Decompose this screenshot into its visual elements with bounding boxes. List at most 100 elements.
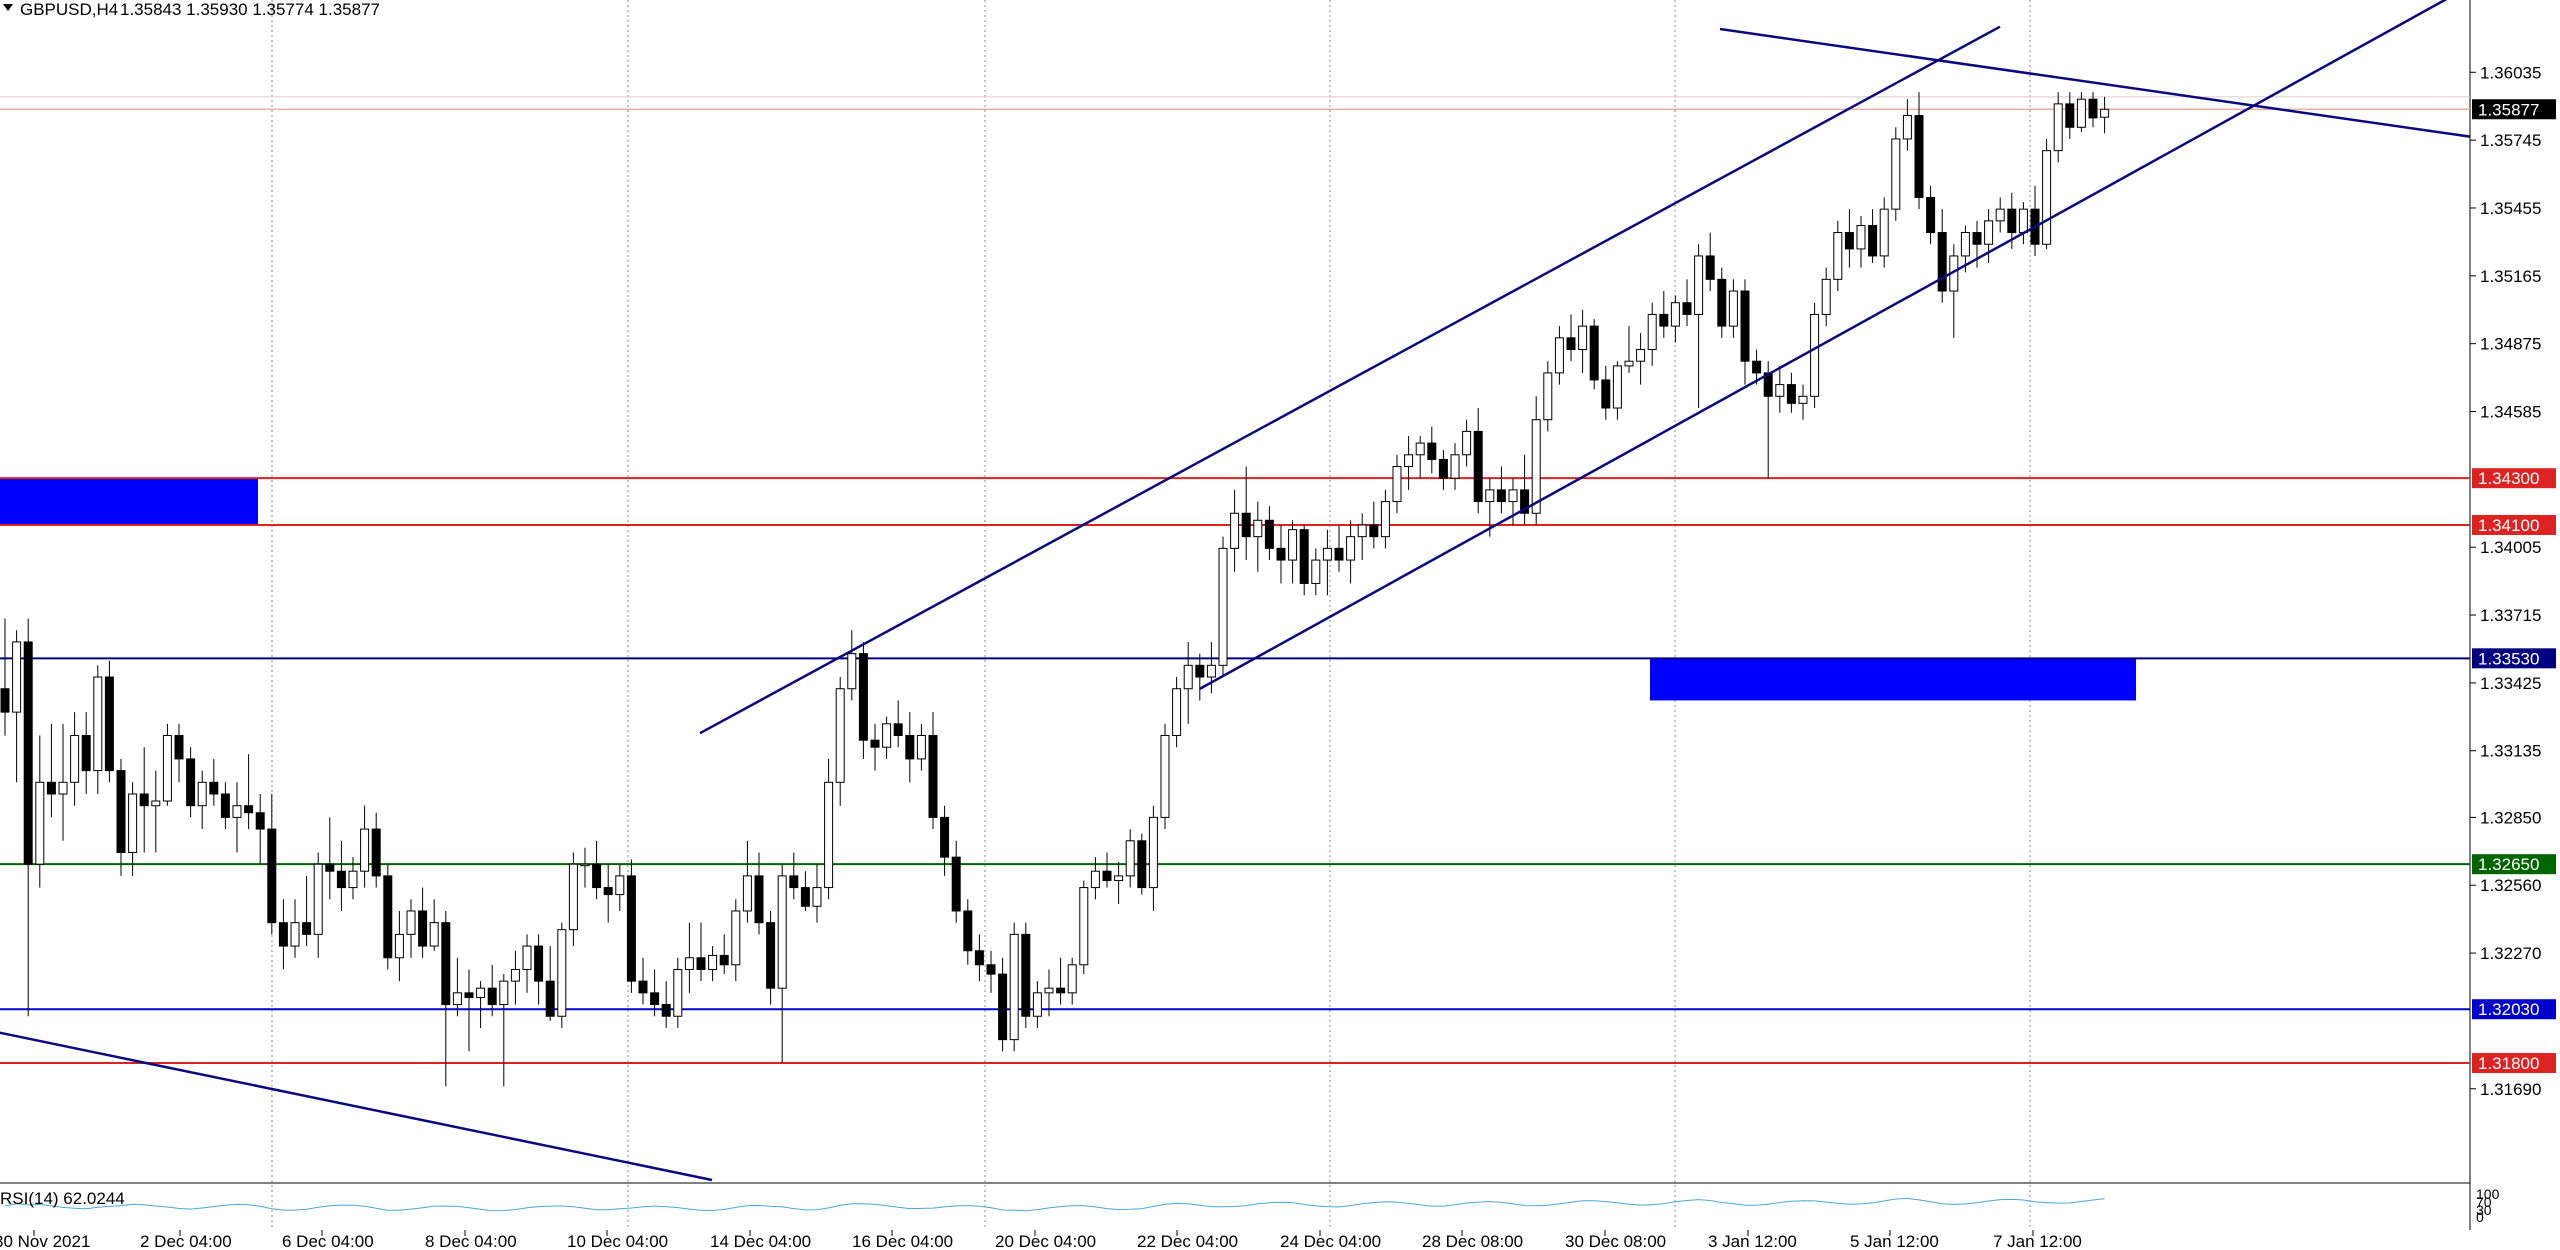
candle-body bbox=[244, 805, 254, 814]
candle-body bbox=[499, 980, 509, 1006]
candle-body bbox=[916, 735, 926, 760]
candle-body bbox=[568, 863, 578, 931]
y-tick-label: 1.34585 bbox=[2480, 403, 2541, 422]
symbol-label: GBPUSD,H4 bbox=[20, 0, 118, 19]
candle-body bbox=[789, 875, 799, 889]
candle-body bbox=[1856, 225, 1866, 250]
candle-body bbox=[93, 676, 103, 772]
candle-body bbox=[0, 688, 10, 713]
candle-body bbox=[963, 910, 973, 952]
candle-body bbox=[1079, 887, 1089, 966]
candle-body bbox=[128, 793, 138, 853]
candle-body bbox=[1705, 255, 1715, 280]
candle-body bbox=[1763, 372, 1773, 397]
x-tick-label: 10 Dec 04:00 bbox=[567, 1232, 668, 1250]
trendline[interactable] bbox=[699, 25, 2001, 735]
ohlc-label: 1.35843 1.35930 1.35774 1.35877 bbox=[120, 0, 380, 19]
level-tag bbox=[2472, 648, 2556, 669]
candle-body bbox=[1902, 115, 1912, 140]
candle-body bbox=[580, 863, 590, 867]
candle-body bbox=[464, 992, 474, 999]
horizontal-levels bbox=[0, 477, 2470, 1065]
candle-body bbox=[232, 805, 242, 818]
current-price-label: 1.35877 bbox=[2478, 100, 2539, 119]
candle-body bbox=[650, 992, 660, 1006]
candle-body bbox=[673, 968, 683, 1017]
candle-body bbox=[1090, 870, 1100, 889]
x-tick-label: 3 Jan 12:00 bbox=[1708, 1232, 1797, 1250]
candle-body bbox=[1195, 664, 1205, 678]
candle-body bbox=[1728, 290, 1738, 327]
candle-body bbox=[1984, 220, 1994, 245]
candle-body bbox=[1775, 384, 1785, 397]
y-tick-label: 1.35165 bbox=[2480, 267, 2541, 286]
candle-body bbox=[928, 735, 938, 818]
candle-body bbox=[278, 922, 288, 947]
x-tick-label: 24 Dec 04:00 bbox=[1280, 1232, 1381, 1250]
candle-body bbox=[1821, 278, 1831, 315]
candle-body bbox=[1670, 302, 1680, 327]
candle-body bbox=[661, 1004, 671, 1017]
candle-body bbox=[1067, 964, 1077, 994]
candle-body bbox=[1241, 512, 1251, 538]
candle-body bbox=[1357, 524, 1367, 538]
y-tick-label: 1.33135 bbox=[2480, 742, 2541, 761]
candle-body bbox=[1566, 337, 1576, 351]
level-tag-label: 1.32650 bbox=[2478, 855, 2539, 874]
trendline[interactable] bbox=[1199, 0, 2460, 690]
rsi-line bbox=[4, 1197, 2105, 1212]
y-tick-label: 1.35455 bbox=[2480, 199, 2541, 218]
candle-body bbox=[58, 781, 68, 795]
candle-body bbox=[1879, 208, 1889, 257]
y-tick-label: 1.33425 bbox=[2480, 674, 2541, 693]
candle-body bbox=[1833, 232, 1843, 280]
candle-body bbox=[1960, 232, 1970, 257]
candle-body bbox=[731, 910, 741, 966]
candle-body bbox=[1682, 302, 1692, 315]
candle-body bbox=[1021, 933, 1031, 1017]
candle-body bbox=[824, 781, 834, 889]
x-tick-label: 20 Dec 04:00 bbox=[995, 1232, 1096, 1250]
candle-body bbox=[46, 781, 56, 795]
candle-body bbox=[1914, 115, 1924, 198]
trendline[interactable] bbox=[1719, 27, 2471, 138]
candle-body bbox=[638, 980, 648, 994]
candle-body bbox=[893, 723, 903, 737]
trendline[interactable] bbox=[0, 1016, 713, 1182]
candle-body bbox=[557, 929, 567, 1017]
candle-body bbox=[2088, 98, 2098, 119]
zone-rect bbox=[1650, 658, 2136, 701]
x-tick-label: 5 Jan 12:00 bbox=[1850, 1232, 1939, 1250]
candle-body bbox=[1647, 313, 1657, 351]
candle-body bbox=[174, 735, 184, 760]
candle-body bbox=[1114, 875, 1124, 882]
candle-body bbox=[1531, 419, 1541, 514]
supply-demand-zones bbox=[0, 478, 2136, 701]
candle-body bbox=[290, 922, 300, 947]
candle-body bbox=[1160, 735, 1170, 818]
candle-body bbox=[1346, 536, 1356, 561]
current-price-tag bbox=[2472, 99, 2556, 120]
candle-body bbox=[1554, 337, 1564, 374]
candle-body bbox=[545, 980, 555, 1017]
candle-body bbox=[1485, 489, 1495, 503]
candle-body bbox=[1694, 255, 1704, 315]
candle-body bbox=[2042, 150, 2052, 245]
level-tag-label: 1.34300 bbox=[2478, 469, 2539, 488]
rsi-tick-label: 100 bbox=[2476, 1186, 2500, 1202]
y-tick-label: 1.31690 bbox=[2480, 1080, 2541, 1099]
triangle-down-icon[interactable] bbox=[3, 4, 13, 11]
candle-body bbox=[2018, 208, 2028, 234]
candle-body bbox=[1230, 512, 1240, 549]
candle-body bbox=[592, 863, 602, 889]
candle-body bbox=[1636, 349, 1646, 362]
candle-body bbox=[1056, 987, 1066, 994]
candle-body bbox=[847, 653, 857, 690]
candle-body bbox=[1972, 232, 1982, 245]
candle-body bbox=[1380, 501, 1390, 538]
x-tick-label: 30 Nov 2021 bbox=[0, 1232, 90, 1250]
candle-body bbox=[1496, 489, 1506, 503]
candle-body bbox=[1868, 225, 1878, 257]
y-tick-label: 1.36035 bbox=[2480, 63, 2541, 82]
